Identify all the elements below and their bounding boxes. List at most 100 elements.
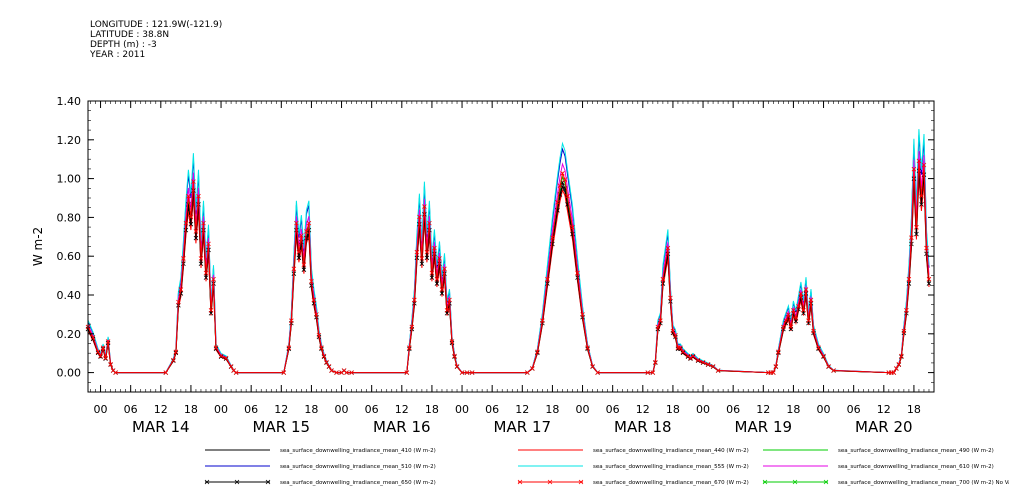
series-marker-6 [218, 354, 224, 360]
series-marker-7 [680, 349, 686, 355]
series-marker-6 [434, 281, 440, 286]
series-line-2 [87, 164, 930, 374]
day-label: MAR 16 [373, 418, 430, 436]
series-marker-7 [808, 297, 814, 303]
x-tick-label: 00 [335, 403, 349, 416]
y-tick-label: 0.60 [57, 250, 82, 263]
series-marker-7 [801, 308, 806, 313]
series-marker-7 [650, 370, 656, 375]
series-marker-7 [926, 276, 932, 282]
series-marker-7 [432, 245, 437, 251]
day-label: MAR 20 [855, 418, 912, 436]
series-marker-7 [208, 308, 214, 313]
series-marker-7 [550, 235, 555, 240]
series-marker-7 [228, 364, 234, 369]
series-marker-7 [575, 270, 580, 276]
series-marker-7 [98, 353, 103, 359]
legend-marker-6 [265, 479, 271, 485]
series-marker-7 [203, 270, 209, 276]
series-marker-6 [183, 227, 189, 233]
x-tick-label: 12 [756, 403, 770, 416]
series-marker-6 [188, 221, 194, 227]
series-marker-7 [449, 339, 455, 344]
series-marker-7 [469, 370, 475, 375]
legend-entry-1: sea_surface_downwelling_irradiance_mean_… [593, 448, 749, 454]
series-marker-6 [419, 261, 425, 267]
x-tick-label: 12 [636, 403, 650, 416]
series-line-4 [87, 129, 930, 374]
series-marker-7 [590, 364, 595, 369]
series-marker-6 [193, 235, 199, 241]
plot-lines [85, 129, 932, 375]
series-marker-7 [580, 312, 585, 317]
series-marker-7 [924, 245, 929, 251]
series-marker-7 [821, 353, 826, 359]
series-marker-7 [329, 368, 334, 373]
series-marker-7 [211, 276, 216, 282]
series-marker-7 [793, 316, 799, 321]
series-marker-7 [826, 364, 831, 369]
y-tick-label: 0.20 [57, 328, 82, 341]
series-marker-7 [183, 220, 189, 226]
legend-marker-7 [517, 479, 523, 485]
series-marker-7 [803, 287, 809, 292]
series-marker-7 [919, 193, 924, 199]
series-marker-7 [655, 324, 661, 330]
series-marker-6 [301, 267, 307, 272]
series-marker-7 [193, 229, 199, 234]
series-marker-7 [906, 276, 912, 282]
series-marker-7 [409, 324, 415, 330]
series-marker-7 [816, 345, 821, 350]
series-marker-7 [334, 370, 339, 375]
series-marker-7 [525, 370, 530, 375]
series-marker-7 [894, 366, 899, 371]
x-tick-label: 18 [907, 403, 921, 416]
x-tick-label: 18 [425, 403, 439, 416]
series-marker-7 [454, 364, 460, 369]
x-tick-label: 12 [515, 403, 529, 416]
y-tick-label: 1.00 [57, 173, 82, 186]
legend-entry-4: sea_surface_downwelling_irradiance_mean_… [593, 464, 749, 470]
series-marker-7 [171, 357, 176, 363]
x-tick-label: 06 [485, 403, 499, 416]
x-tick-label: 06 [365, 403, 379, 416]
series-marker-7 [191, 179, 196, 184]
legend-marker-6 [234, 479, 240, 485]
series-marker-7 [831, 368, 836, 373]
series-marker-7 [595, 370, 600, 375]
series-marker-7 [218, 353, 224, 359]
day-label: MAR 18 [614, 418, 671, 436]
y-tick-label: 0.40 [57, 289, 82, 302]
series-marker-7 [201, 220, 206, 226]
x-tick-label: 00 [94, 403, 108, 416]
series-marker-7 [452, 353, 457, 359]
chart-metadata-header: LONGITUDE : 121.9W(-121.9) LATITUDE : 38… [90, 20, 222, 60]
series-marker-6 [304, 235, 309, 241]
series-marker-7 [695, 357, 701, 363]
series-marker-7 [442, 266, 447, 272]
series-marker-7 [555, 200, 560, 205]
series-marker-7 [233, 370, 239, 375]
x-tick-label: 12 [877, 403, 891, 416]
series-marker-7 [678, 345, 683, 350]
series-marker-7 [658, 318, 663, 323]
series-marker-7 [108, 362, 113, 367]
year-line: YEAR : 2011 [90, 50, 146, 60]
legend-entry-3: sea_surface_downwelling_irradiance_mean_… [280, 464, 436, 470]
series-marker-7 [653, 359, 658, 365]
legend-marker-7 [547, 479, 553, 485]
series-marker-7 [95, 349, 101, 355]
series-marker-7 [665, 245, 671, 251]
series-marker-7 [447, 297, 452, 303]
x-tick-label: 18 [786, 403, 800, 416]
series-marker-7 [178, 287, 184, 292]
series-marker-7 [570, 225, 575, 230]
series-marker-7 [921, 162, 927, 168]
series-marker-7 [223, 355, 229, 361]
series-marker-7 [301, 262, 307, 267]
y-tick-label: 0.80 [57, 211, 82, 224]
series-marker-7 [660, 276, 666, 282]
series-marker-7 [901, 328, 907, 334]
series-line-3 [87, 135, 930, 374]
